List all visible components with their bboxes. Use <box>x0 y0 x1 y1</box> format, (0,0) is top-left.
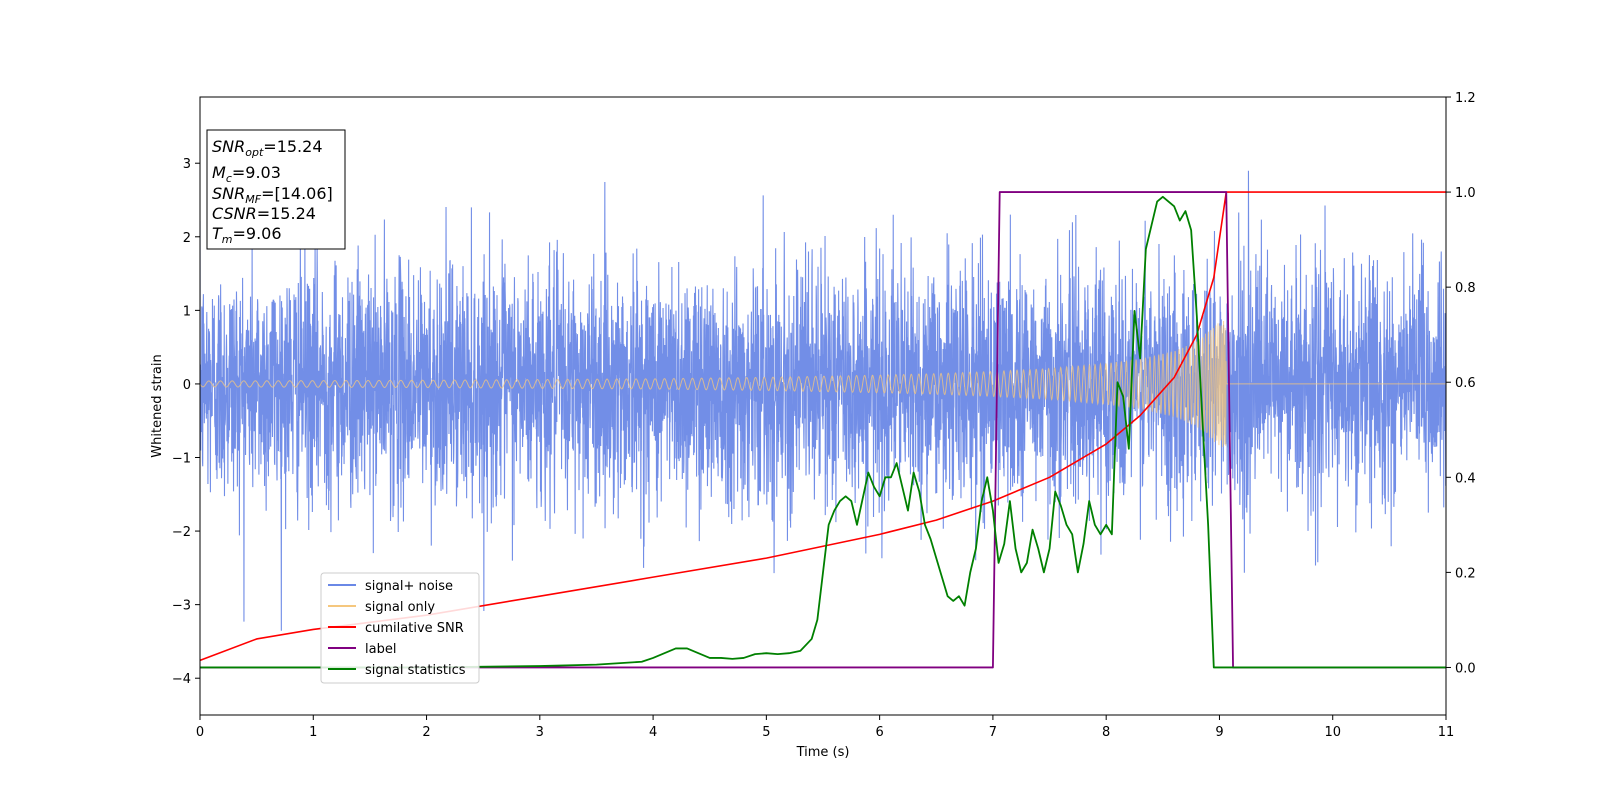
y-tick-label: 3 <box>183 157 191 172</box>
y2-tick-label: 1.0 <box>1455 186 1476 201</box>
legend-label-signal-noise: signal+ noise <box>365 579 453 594</box>
y-tick-label: −3 <box>172 599 191 614</box>
legend-label-cumulative-snr: cumilative SNR <box>365 621 464 636</box>
x-tick-label: 2 <box>422 725 430 740</box>
y-tick-label: −4 <box>172 672 191 687</box>
y-tick-label: 1 <box>183 304 191 319</box>
info-snr-mf: SNRMF=[14.06] <box>212 184 333 206</box>
y-tick-label: 0 <box>183 378 191 393</box>
y-tick-label: −2 <box>172 525 191 540</box>
y-axis-left: −4 −3 −2 −1 0 1 2 3 <box>172 157 200 687</box>
info-mc: Mc=9.03 <box>212 163 281 185</box>
x-tick-label: 6 <box>875 725 883 740</box>
y2-tick-label: 0.4 <box>1455 471 1476 486</box>
y-axis-right: 0.0 0.2 0.4 0.6 0.8 1.0 1.2 <box>1446 91 1476 676</box>
series-signal-statistics <box>200 195 1446 669</box>
legend-label-signal-only: signal only <box>365 600 435 615</box>
info-tm: Tm=9.06 <box>212 224 282 246</box>
y2-tick-label: 1.2 <box>1455 91 1476 106</box>
legend-label-signal-statistics: signal statistics <box>365 663 466 678</box>
x-axis: 0 1 2 3 4 5 6 7 8 9 10 11 <box>196 715 1454 740</box>
legend-label-label: label <box>365 642 396 657</box>
legend-frame <box>320 572 480 684</box>
info-snr-opt: SNRopt=15.24 <box>212 137 323 159</box>
y-axis-title: Whitened strain <box>150 354 165 457</box>
x-axis-title: Time (s) <box>796 745 850 760</box>
x-tick-label: 0 <box>196 725 204 740</box>
series-signal-noise <box>200 170 1446 631</box>
y-tick-label: 2 <box>183 231 191 246</box>
y2-tick-label: 0.6 <box>1455 376 1476 391</box>
x-tick-label: 10 <box>1324 725 1341 740</box>
info-box: SNRopt=15.24 Mc=9.03 SNRMF=[14.06] CSNR=… <box>206 129 346 250</box>
y2-tick-label: 0.2 <box>1455 566 1476 581</box>
x-tick-label: 7 <box>989 725 997 740</box>
x-tick-label: 1 <box>309 725 317 740</box>
x-tick-label: 5 <box>762 725 770 740</box>
y2-tick-label: 0.0 <box>1455 661 1476 676</box>
y2-tick-label: 0.8 <box>1455 281 1476 296</box>
x-tick-label: 4 <box>649 725 657 740</box>
plot-frame <box>199 96 1447 716</box>
x-tick-label: 3 <box>536 725 544 740</box>
x-tick-label: 11 <box>1438 725 1455 740</box>
x-tick-label: 8 <box>1102 725 1110 740</box>
info-csnr: CSNR=15.24 <box>212 204 316 223</box>
y-tick-label: −1 <box>172 452 191 467</box>
info-box-frame <box>206 129 346 250</box>
legend: signal+ noise signal only cumilative SNR… <box>320 572 480 684</box>
x-tick-label: 9 <box>1215 725 1223 740</box>
series-signal-only <box>200 321 1446 448</box>
